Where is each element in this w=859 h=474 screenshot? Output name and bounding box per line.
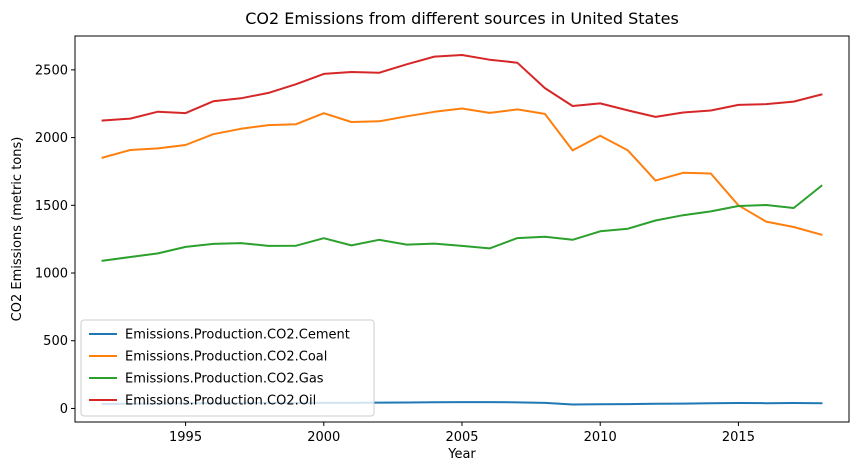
- y-tick-label: 500: [43, 334, 68, 349]
- legend-label-1: Emissions.Production.CO2.Coal: [125, 350, 327, 365]
- legend-box: [80, 319, 375, 417]
- x-tick-label: 2000: [307, 430, 340, 445]
- series-line-1: [101, 107, 823, 236]
- y-tick-label: 2500: [35, 63, 68, 78]
- series-line-3: [101, 54, 823, 122]
- series-line-2: [101, 184, 823, 262]
- y-tick-label: 2000: [35, 131, 68, 146]
- x-axis-label: Year: [447, 447, 476, 462]
- x-tick-label: 1995: [169, 430, 202, 445]
- y-tick-label: 1000: [35, 267, 68, 282]
- x-axis-ticks: 1995 2000 2005 2010 2015: [169, 422, 755, 445]
- x-tick-label: 2005: [445, 430, 478, 445]
- plot-lines: [101, 54, 823, 406]
- legend-label-2: Emissions.Production.CO2.Gas: [125, 372, 324, 387]
- y-axis-label: CO2 Emissions (metric tons): [10, 137, 25, 322]
- x-tick-label: 2010: [584, 430, 617, 445]
- legend-label-3: Emissions.Production.CO2.Oil: [125, 394, 316, 409]
- legend-label-0: Emissions.Production.CO2.Cement: [125, 328, 350, 343]
- y-tick-label: 0: [60, 402, 68, 417]
- chart-title: CO2 Emissions from different sources in …: [245, 9, 679, 28]
- y-tick-label: 1500: [35, 199, 68, 214]
- x-tick-label: 2015: [722, 430, 755, 445]
- legend: Emissions.Production.CO2.Cement Emissions…: [80, 319, 375, 417]
- y-axis-ticks: 0 500 1000 1500 2000 2500: [35, 63, 75, 417]
